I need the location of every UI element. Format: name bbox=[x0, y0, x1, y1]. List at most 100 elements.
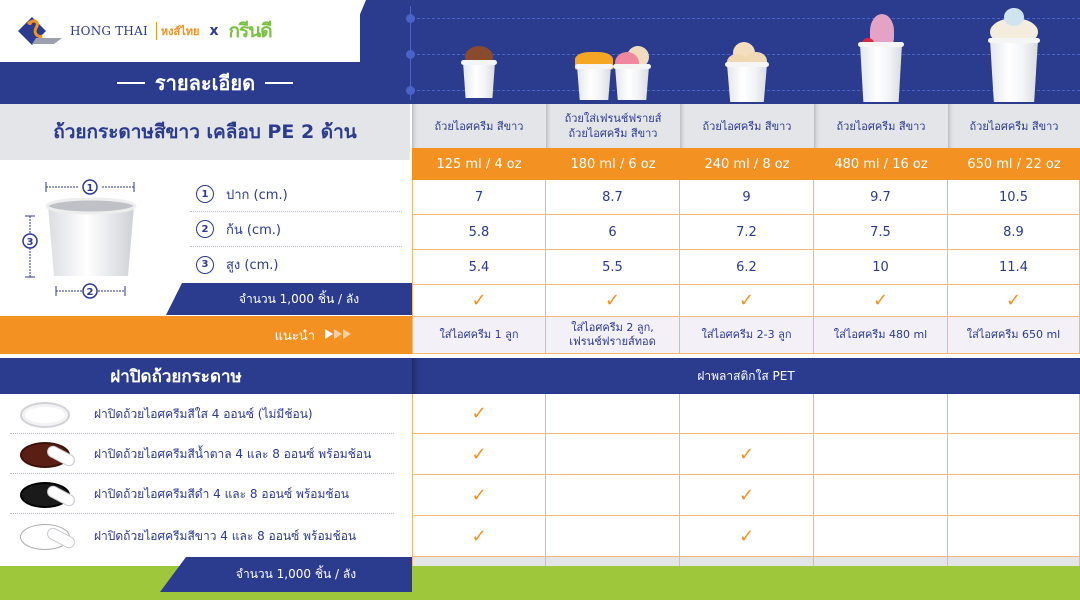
height-cell: 10 bbox=[814, 250, 948, 285]
collab-x: x bbox=[209, 23, 219, 39]
column-header-125ml: ถ้วยไอศครีม สีขาว bbox=[412, 104, 546, 148]
column-header-180ml: ถ้วยใส่เฟรนช์ฟรายส์ ถ้วยไอศครีม สีขาว bbox=[546, 104, 680, 148]
brand-name-en: HONG THAI bbox=[70, 24, 148, 38]
number-1-icon: 1 bbox=[196, 185, 214, 203]
size-label-480ml: 480 ml / 16 oz bbox=[814, 148, 948, 180]
lid-check-cell: ✓ bbox=[680, 516, 814, 557]
column-header-650ml: ถ้วยไอศครีม สีขาว bbox=[948, 104, 1080, 148]
black-lid-with-spoon-icon bbox=[14, 474, 84, 514]
qty-check-cell: ✓ bbox=[814, 285, 948, 317]
title-dash-right bbox=[265, 82, 294, 84]
svg-text:3: 3 bbox=[27, 237, 34, 248]
recommend-line: เฟรนช์ฟรายส์ทอด bbox=[569, 335, 656, 348]
lid-check-cell: ✓ bbox=[680, 475, 814, 516]
white-lid-with-spoon-icon bbox=[14, 516, 84, 556]
lid-check-cell: ✓ bbox=[412, 434, 546, 475]
spec-label-text: ก้น (cm.) bbox=[226, 222, 281, 238]
size-label-180ml: 180 ml / 6 oz bbox=[546, 148, 680, 180]
brand-logo: HONG THAI หงส์ไทย x กรีนดี bbox=[18, 14, 273, 48]
product-title: ถ้วยกระดาษสีขาว เคลือบ PE 2 ด้าน bbox=[53, 121, 357, 143]
lid-empty-cell bbox=[948, 516, 1080, 557]
number-2-icon: 2 bbox=[196, 220, 214, 238]
recommend-cell: ใส่ไอศครีม 1 ลูก bbox=[412, 317, 546, 354]
height-cell: 11.4 bbox=[948, 250, 1080, 285]
product-title-band bbox=[0, 104, 410, 160]
base-cell: 6 bbox=[546, 215, 680, 250]
qty-check-cell: ✓ bbox=[948, 285, 1080, 317]
lid-label: ฝาปิดถ้วยไอศครีมสีขาว 4 และ 8 ออนซ์ พร้อ… bbox=[94, 528, 357, 543]
title-dash-left bbox=[116, 82, 145, 84]
lid-label: ฝาปิดถ้วยไอศครีมสีดำ 4 และ 8 ออนซ์ พร้อม… bbox=[94, 486, 349, 501]
check-icon: ✓ bbox=[738, 525, 755, 547]
lid-empty-cell bbox=[546, 434, 680, 475]
lid-check-cell: ✓ bbox=[412, 516, 546, 557]
check-icon: ✓ bbox=[738, 484, 755, 506]
lid-empty-cell bbox=[948, 434, 1080, 475]
lid-check-cell: ✓ bbox=[412, 394, 546, 434]
recommend-cell: ใส่ไอศครีม 2 ลูก, เฟรนช์ฟรายส์ทอด bbox=[546, 317, 680, 354]
mouth-cell: 7 bbox=[412, 180, 546, 215]
logo-panel-slant bbox=[340, 0, 366, 62]
cup-dimension-diagram: 1 3 2 bbox=[20, 176, 160, 300]
lid-qty-label-bar: จำนวน 1,000 ชิ้น / ลัง bbox=[160, 557, 412, 592]
check-icon: ✓ bbox=[604, 290, 621, 311]
ruler-dot bbox=[406, 14, 415, 23]
lid-empty-cell bbox=[546, 475, 680, 516]
lid-empty-cell bbox=[546, 394, 680, 434]
cup-image-650ml bbox=[948, 8, 1080, 104]
lid-empty-cell bbox=[814, 475, 948, 516]
lid-empty-cell bbox=[814, 434, 948, 475]
check-icon: ✓ bbox=[471, 290, 487, 311]
clear-lid-icon bbox=[14, 394, 84, 434]
recommend-cell: ใส่ไอศครีม 650 ml bbox=[948, 317, 1080, 354]
column-header-line: ถ้วยไอศครีม สีขาว bbox=[568, 127, 658, 140]
svg-text:1: 1 bbox=[87, 183, 94, 194]
triple-arrow-icon bbox=[325, 328, 352, 343]
spec-label-text: สูง (cm.) bbox=[226, 258, 279, 273]
brown-lid-with-spoon-icon bbox=[14, 434, 84, 474]
lid-section-band bbox=[0, 358, 1080, 394]
size-label-240ml: 240 ml / 8 oz bbox=[680, 148, 814, 180]
recommend-label: แนะนำ bbox=[274, 328, 315, 344]
lid-empty-cell bbox=[948, 475, 1080, 516]
lid-row-white: ฝาปิดถ้วยไอศครีมสีขาว 4 และ 8 ออนซ์ พร้อ… bbox=[0, 514, 412, 558]
lid-row-brown: ฝาปิดถ้วยไอศครีมสีน้ำตาล 4 และ 8 ออนซ์ พ… bbox=[0, 434, 412, 474]
height-cell: 6.2 bbox=[680, 250, 814, 285]
lid-check-cell: ✓ bbox=[412, 475, 546, 516]
number-3-icon: 3 bbox=[196, 255, 214, 274]
check-icon: ✓ bbox=[471, 484, 487, 506]
mouth-cell: 9 bbox=[680, 180, 814, 215]
check-icon: ✓ bbox=[738, 443, 755, 465]
recommend-cell: ใส่ไอศครีม 2-3 ลูก bbox=[680, 317, 814, 354]
lid-empty-cell bbox=[948, 394, 1080, 434]
lid-row-black: ฝาปิดถ้วยไอศครีมสีดำ 4 และ 8 ออนซ์ พร้อม… bbox=[0, 474, 412, 514]
svg-text:2: 2 bbox=[87, 287, 94, 298]
section-title-text: รายละเอียด bbox=[154, 71, 256, 95]
lid-empty-cell bbox=[814, 516, 948, 557]
lid-empty-cell bbox=[546, 516, 680, 557]
footer-green-strip bbox=[412, 592, 1080, 600]
partner-brand: กรีนดี bbox=[228, 20, 273, 42]
spec-label-text: ปาก (cm.) bbox=[226, 187, 288, 203]
recommend-cell: ใส่ไอศครีม 480 ml bbox=[814, 317, 948, 354]
height-cell: 5.5 bbox=[546, 250, 680, 285]
qty-label-bar: จำนวน 1,000 ชิ้น / ลัง bbox=[166, 283, 412, 315]
lid-row-clear: ฝาปิดถ้วยไอศครีมสีใส 4 ออนซ์ (ไม่มีช้อน) bbox=[0, 394, 412, 434]
lid-section-title: ฝาปิดถ้วยกระดาษ bbox=[110, 366, 242, 387]
lid-label: ฝาปิดถ้วยไอศครีมสีน้ำตาล 4 และ 8 ออนซ์ พ… bbox=[94, 446, 372, 461]
base-cell: 7.5 bbox=[814, 215, 948, 250]
ruler-guide bbox=[412, 18, 1080, 19]
hongthai-swan-icon bbox=[18, 14, 62, 48]
check-icon: ✓ bbox=[471, 525, 487, 547]
qty-check-cell: ✓ bbox=[412, 285, 546, 317]
cup-image-480ml bbox=[814, 8, 948, 104]
height-cell: 5.4 bbox=[412, 250, 546, 285]
ruler-dot bbox=[406, 86, 415, 95]
base-cell: 5.8 bbox=[412, 215, 546, 250]
section-title: รายละเอียด bbox=[0, 62, 410, 104]
spec-label-mouth: 1 ปาก (cm.) bbox=[190, 177, 402, 212]
qty-check-cell: ✓ bbox=[546, 285, 680, 317]
check-icon: ✓ bbox=[1005, 290, 1022, 311]
column-header-line: ถ้วยใส่เฟรนช์ฟรายส์ bbox=[564, 112, 662, 125]
